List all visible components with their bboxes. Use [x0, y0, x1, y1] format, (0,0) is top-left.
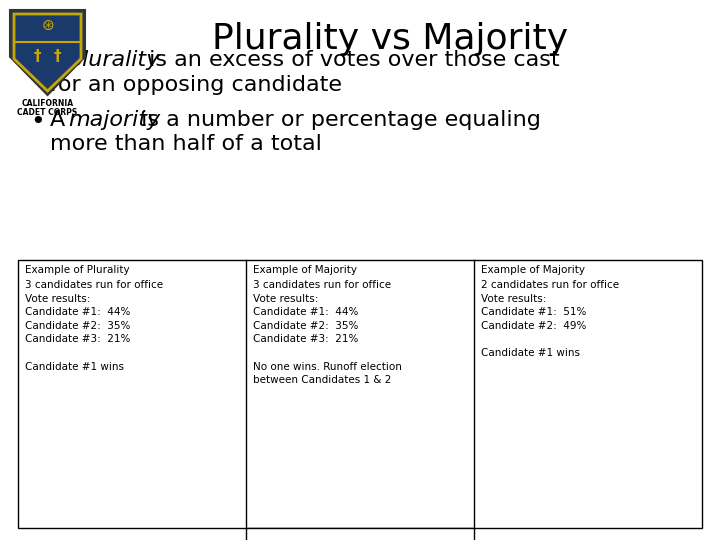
Text: is an excess of votes over those cast: is an excess of votes over those cast — [142, 50, 559, 70]
Text: majority: majority — [68, 110, 161, 130]
Text: CALIFORNIA: CALIFORNIA — [22, 99, 73, 108]
Text: •: • — [30, 50, 45, 74]
Text: 2 candidates run for office
Vote results:
Candidate #1:  51%
Candidate #2:  49%
: 2 candidates run for office Vote results… — [481, 280, 619, 358]
Text: Example of Majority: Example of Majority — [253, 265, 357, 275]
Text: Example of Majority: Example of Majority — [481, 265, 585, 275]
Text: A: A — [50, 110, 73, 130]
Text: 3 candidates run for office
Vote results:
Candidate #1:  44%
Candidate #2:  35%
: 3 candidates run for office Vote results… — [25, 280, 163, 372]
Text: Plurality vs Majority: Plurality vs Majority — [212, 22, 568, 56]
Text: •: • — [30, 110, 45, 133]
Text: Example of Plurality: Example of Plurality — [25, 265, 130, 275]
Text: A: A — [50, 50, 73, 70]
Text: 3 candidates run for office
Vote results:
Candidate #1:  44%
Candidate #2:  35%
: 3 candidates run for office Vote results… — [253, 280, 402, 385]
Text: ⊛: ⊛ — [41, 18, 54, 33]
Text: more than half of a total: more than half of a total — [50, 134, 322, 154]
Bar — [246, 528, 474, 540]
Bar — [18, 260, 702, 528]
Text: †: † — [54, 49, 61, 64]
Polygon shape — [10, 10, 85, 95]
Text: plurality: plurality — [68, 50, 160, 70]
Text: is a number or percentage equaling: is a number or percentage equaling — [134, 110, 541, 130]
Text: †: † — [34, 49, 41, 64]
Text: CADET CORPS: CADET CORPS — [17, 108, 78, 117]
Text: for an opposing candidate: for an opposing candidate — [50, 75, 342, 95]
